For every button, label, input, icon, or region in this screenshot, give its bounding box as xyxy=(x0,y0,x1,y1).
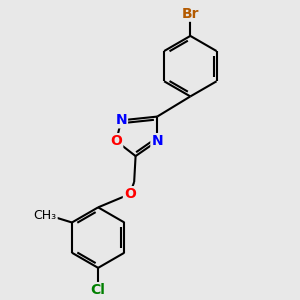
Text: Cl: Cl xyxy=(91,283,106,297)
Text: O: O xyxy=(124,187,136,201)
Text: CH₃: CH₃ xyxy=(34,209,57,222)
Text: O: O xyxy=(110,134,122,148)
Text: Br: Br xyxy=(182,7,199,21)
Text: N: N xyxy=(116,113,127,127)
Text: N: N xyxy=(152,134,163,148)
